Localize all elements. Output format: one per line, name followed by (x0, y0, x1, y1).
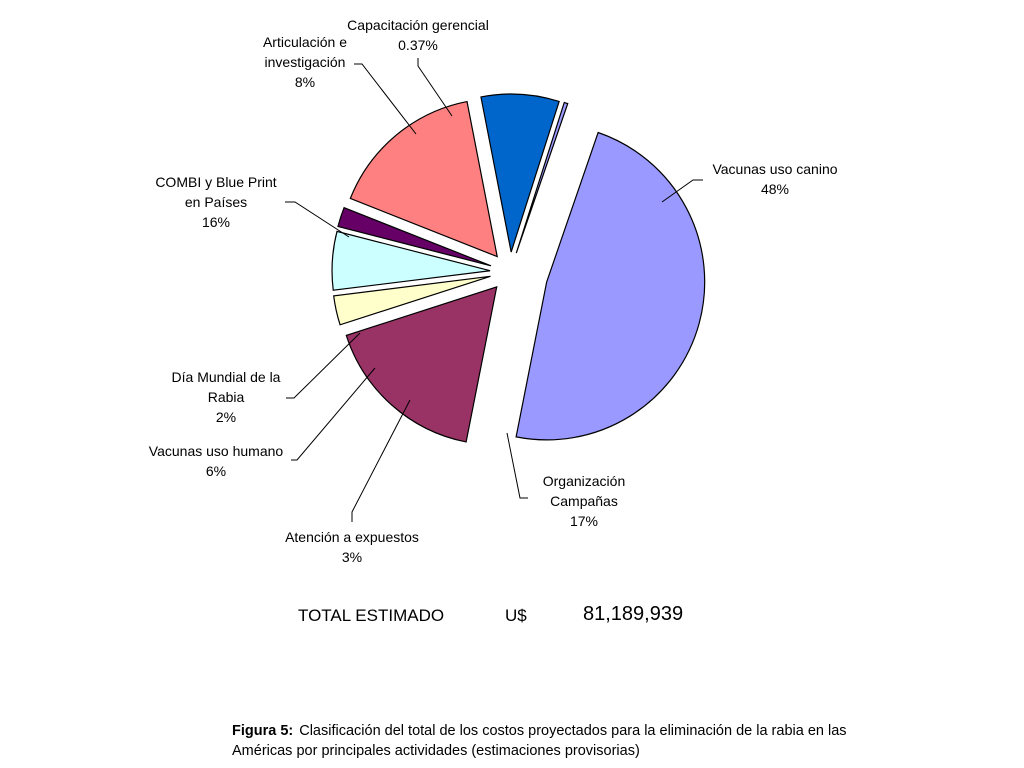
leader-line-5 (286, 332, 361, 399)
caption-prefix: Figura 5: (232, 723, 294, 739)
leader-line-1 (661, 179, 703, 203)
slice-label-1: Vacunas uso canino 48% (712, 161, 837, 197)
slice-label-7: Articulación e investigación 8% (263, 34, 347, 90)
pie-slice-7 (480, 93, 560, 253)
total-currency: U$ (505, 606, 527, 625)
slice-label-8: Capacitación gerencial 0.37% (347, 17, 489, 53)
leader-line-3 (351, 399, 411, 522)
pie-slice-4 (331, 230, 491, 291)
slice-label-6: COMBI y Blue Print en Países 16% (155, 174, 276, 230)
slice-label-4: Vacunas uso humano 6% (149, 443, 284, 479)
leader-line-6 (285, 201, 350, 238)
total-label: TOTAL ESTIMADO (298, 606, 445, 625)
leader-line-4 (291, 367, 376, 461)
pie-slice-1 (515, 131, 706, 441)
leader-line-2 (506, 432, 528, 499)
leader-line-7 (354, 63, 417, 135)
total-amount: 81,189,939 (583, 603, 684, 625)
pie-slice-6 (349, 100, 499, 258)
pie-slice-8 (515, 101, 569, 254)
slice-label-2: Organización Campañas 17% (543, 473, 626, 529)
pie-slice-2 (345, 286, 498, 443)
pie-slice-5 (337, 206, 492, 267)
pie-slice-3 (333, 275, 491, 326)
pie-chart: Vacunas uso canino 48% Organización Campaña… (149, 17, 838, 565)
caption-text: Clasificación del total de los costos pr… (232, 723, 847, 759)
slice-label-5: Día Mundial de la Rabia 2% (172, 369, 281, 425)
leader-line-8 (417, 58, 453, 117)
slice-label-3: Atención a expuestos 3% (285, 529, 419, 565)
figure-caption: Figura 5: Clasificación del total de los … (232, 721, 872, 761)
